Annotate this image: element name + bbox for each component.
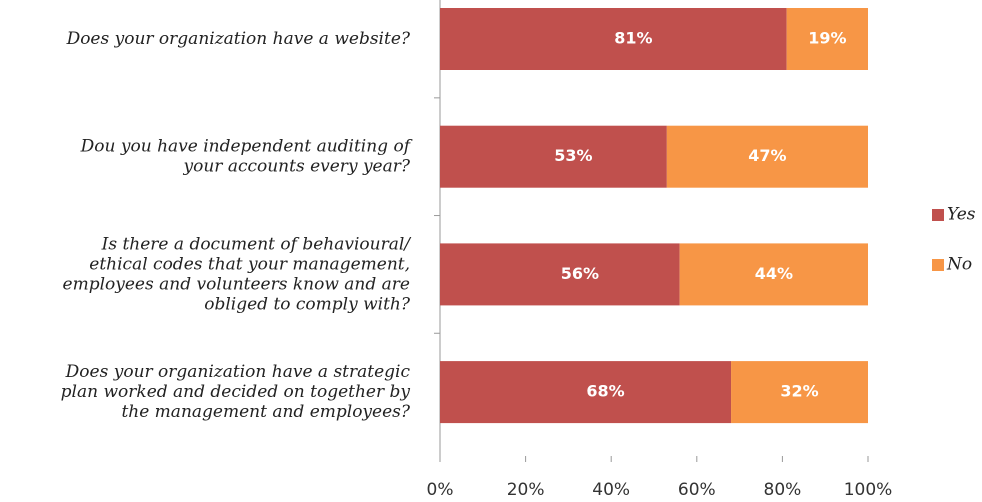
x-tick-label: 40%: [592, 480, 630, 500]
value-label: 81%: [614, 29, 652, 48]
value-label: 53%: [554, 146, 592, 165]
bar-segment: [731, 361, 868, 424]
x-tick-label: 80%: [764, 480, 802, 500]
legend-swatch: [932, 209, 944, 221]
x-tick-label: 0%: [427, 480, 454, 500]
bar-segment: [440, 243, 680, 306]
category-label: Dou you have independent auditing of your…: [80, 136, 413, 176]
category-label: Is there a document of behavioural/ethic…: [63, 234, 413, 314]
value-label: 56%: [561, 264, 599, 283]
category-label: Does your organization have a website?: [66, 29, 411, 49]
category-label: Does your organization have a strategic p…: [61, 362, 411, 422]
legend-label: Yes: [947, 205, 976, 225]
bar-segment: [440, 361, 732, 424]
bar-segment: [786, 8, 868, 70]
x-tick-label: 60%: [678, 480, 716, 500]
bar-segment: [666, 125, 868, 188]
x-tick-label: 20%: [507, 480, 545, 500]
value-label: 19%: [808, 29, 846, 48]
value-label: 68%: [586, 382, 624, 401]
value-label: 32%: [780, 382, 818, 401]
bar-segment: [440, 125, 667, 188]
bar-segment: [679, 243, 868, 306]
x-tick-label: 100%: [844, 480, 893, 500]
legend-swatch: [932, 259, 944, 271]
value-label: 44%: [755, 264, 793, 283]
legend-label: No: [946, 255, 972, 275]
bar-segment: [440, 8, 787, 70]
value-label: 47%: [748, 146, 786, 165]
